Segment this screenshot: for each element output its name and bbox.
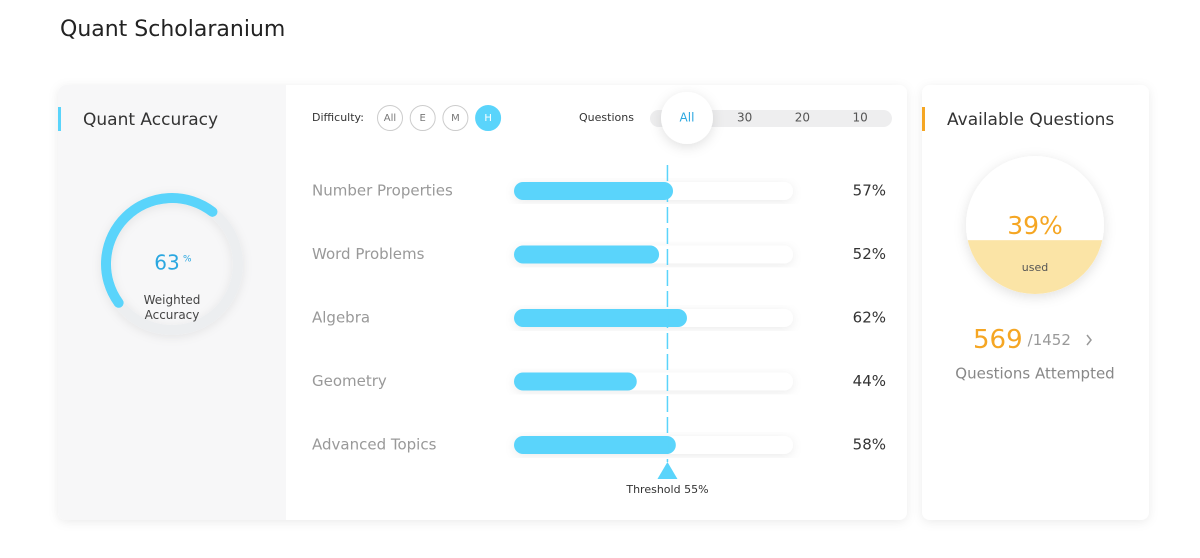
accent-bar <box>922 107 925 131</box>
accent-bar <box>58 107 61 131</box>
questions-label: Questions <box>579 111 634 124</box>
category-label: Advanced Topics <box>312 436 437 454</box>
attempted-label: Questions Attempted <box>955 365 1114 383</box>
difficulty-option[interactable] <box>475 105 502 131</box>
value-label: 58% <box>853 436 886 454</box>
difficulty-label: Difficulty: <box>312 111 364 124</box>
difficulty-option[interactable] <box>442 105 469 131</box>
difficulty-option-label[interactable]: M <box>451 113 460 124</box>
gauge-label-box: Weighted Accuracy <box>143 293 201 322</box>
difficulty-option-label[interactable]: H <box>484 113 492 124</box>
bar <box>514 182 674 200</box>
difficulty-option[interactable] <box>377 105 403 131</box>
bar <box>514 309 687 327</box>
questions-option-selected[interactable] <box>661 92 713 144</box>
accuracy-panel <box>58 85 286 520</box>
value-label: 62% <box>853 309 886 327</box>
bar <box>514 245 660 264</box>
attempted-value: 569 <box>973 325 1023 355</box>
questions-option-label[interactable]: 20 <box>795 111 810 125</box>
bar <box>514 436 676 454</box>
page-title: Quant Scholaranium <box>60 17 285 42</box>
value-label: 44% <box>853 372 886 390</box>
gauge-label: Weighted Accuracy <box>143 293 201 322</box>
questions-option-label[interactable]: All <box>680 111 695 125</box>
gauge-unit: % <box>183 255 192 265</box>
panel-title: Quant Accuracy <box>83 110 218 130</box>
questions-option-label[interactable]: 10 <box>852 111 867 125</box>
category-label: Geometry <box>312 372 387 390</box>
difficulty-option-label[interactable]: E <box>420 113 426 124</box>
difficulty-option-label[interactable]: All <box>384 113 396 124</box>
attempted-separator: / <box>1028 331 1034 349</box>
attempted-count: 569 /1452 <box>973 325 1071 355</box>
value-label: 57% <box>853 182 886 200</box>
value-label: 52% <box>853 245 886 263</box>
available-card <box>922 85 1149 520</box>
threshold-label: Threshold 55% <box>625 483 708 496</box>
usage-label: used <box>1022 261 1048 274</box>
questions-option-label[interactable]: 30 <box>737 111 752 125</box>
attempted-total: 1452 <box>1033 331 1071 349</box>
category-label: Algebra <box>312 309 370 327</box>
usage-percent: 39% <box>1007 211 1063 240</box>
threshold-marker <box>657 462 678 479</box>
panel-title: Available Questions <box>947 110 1114 130</box>
category-label: Number Properties <box>312 182 453 200</box>
bar <box>514 372 637 391</box>
chevron-icon[interactable] <box>1086 334 1092 346</box>
difficulty-option[interactable] <box>409 105 436 131</box>
category-label: Word Problems <box>312 245 425 263</box>
gauge-value: 63 <box>154 251 179 275</box>
gauge-arc <box>101 193 218 308</box>
